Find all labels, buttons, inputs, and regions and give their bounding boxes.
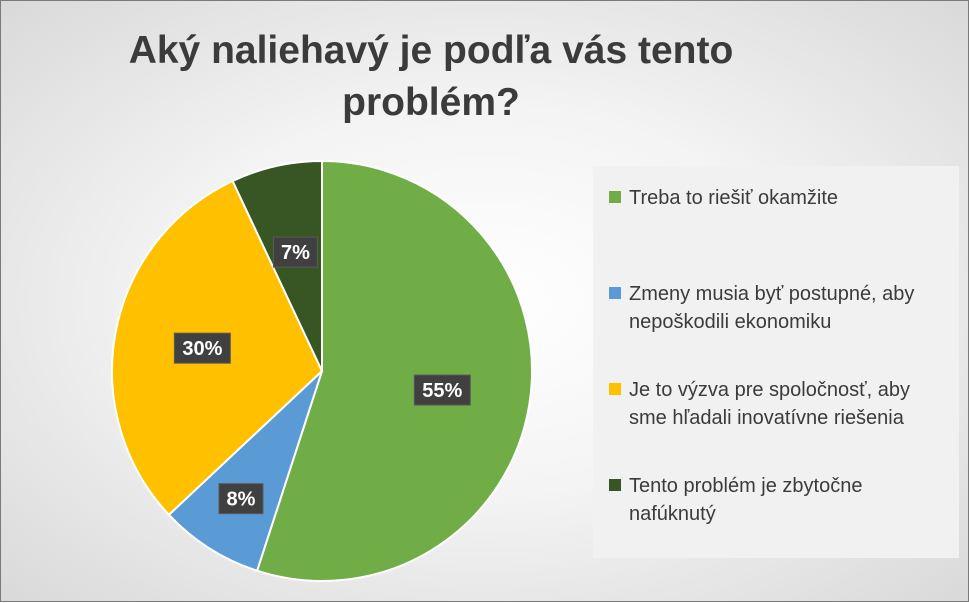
legend-item: Treba to riešiť okamžite: [609, 184, 945, 280]
data-label-box: [413, 374, 471, 406]
data-label-box: [272, 236, 318, 268]
data-label-text: 7%: [281, 242, 310, 264]
data-label-box: [218, 483, 264, 515]
pie-slice: [167, 370, 323, 572]
data-label-text: 8%: [227, 489, 256, 511]
data-label: 30%: [173, 332, 231, 364]
legend-label: Zmeny musia byť postupné, aby nepoškodil…: [629, 283, 915, 333]
data-label: 7%: [272, 236, 318, 268]
legend-item: Je to výzva pre spoločnosť, aby sme hľad…: [609, 376, 945, 472]
data-label: 55%: [413, 374, 471, 406]
chart-title: Aký naliehavý je podľa vás tento problém…: [128, 29, 734, 124]
legend-swatch: [609, 191, 621, 203]
legend-swatch: [609, 383, 621, 395]
legend-swatch: [609, 479, 621, 491]
legend-label: Je to výzva pre spoločnosť, aby sme hľad…: [629, 379, 910, 429]
data-label-box: [173, 332, 231, 364]
data-label: 8%: [218, 483, 264, 515]
legend-item: Zmeny musia byť postupné, aby nepoškodil…: [609, 280, 945, 376]
legend-swatch: [609, 287, 621, 299]
data-label-text: 30%: [182, 338, 222, 360]
data-label-text: 55%: [422, 380, 462, 402]
chart-legend: Treba to riešiť okamžite Zmeny musia byť…: [593, 166, 959, 558]
legend-label: Treba to riešiť okamžite: [629, 187, 839, 209]
legend-label: Tento problém je zbytočne nafúknutý: [629, 475, 863, 525]
legend-item: Tento problém je zbytočne nafúknutý: [609, 472, 945, 568]
pie-slice: [255, 159, 533, 582]
